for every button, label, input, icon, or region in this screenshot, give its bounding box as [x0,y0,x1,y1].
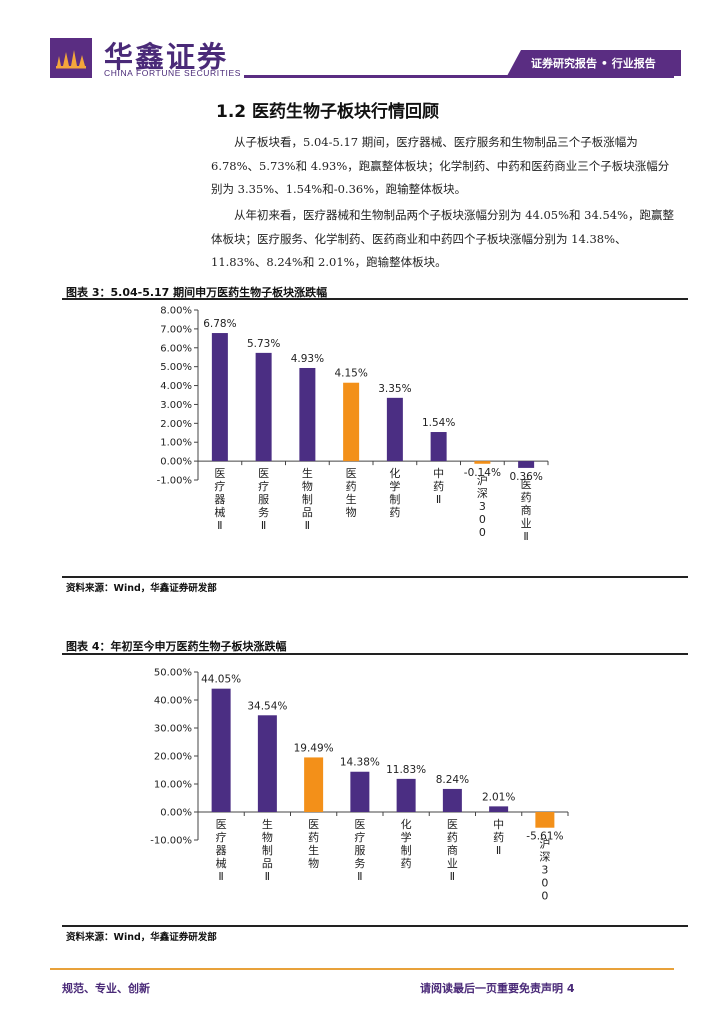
category-label: 中药 Ⅱ [493,818,504,857]
category-label: 化学制药 [389,466,400,519]
y-tick-label: 3.00% [160,400,192,411]
bar [211,688,231,812]
data-label: 0.36% [509,471,542,483]
figure-4-top-rule [62,653,688,655]
section-title: 1.2 医药生物子板块行情回顾 [216,102,440,122]
data-label: 4.93% [291,353,324,365]
y-tick-label: -10.00% [150,836,192,847]
bar [211,333,228,462]
paragraph-1: 从子板块看，5.04-5.17 期间，医疗器械、医疗服务和生物制品三个子板涨幅为… [211,135,670,196]
category-label: 医疗器械 Ⅱ [214,467,225,532]
y-tick-label: 30.00% [154,724,192,735]
y-tick-label: 2.00% [160,419,192,430]
data-label: 34.54% [247,700,287,712]
figure-3-title: 图表 3：5.04-5.17 期间申万医药生物子板块涨跌幅 [66,286,328,299]
y-tick-label: 50.00% [154,668,192,679]
y-tick-label: 7.00% [160,324,192,335]
y-tick-label: 0.00% [160,457,192,468]
category-label: 医疗器械 Ⅱ [216,818,227,883]
category-label: 医药生物 [308,818,319,870]
report-type-tag: 证券研究报告 • 行业报告 [507,50,681,76]
brand-name-en: CHINA FORTUNE SECURITIES [104,68,242,78]
bar [299,367,316,462]
report-type-label: 证券研究报告 • 行业报告 [531,57,656,70]
data-label: 11.83% [386,764,426,776]
category-label: 化学制药 [401,817,412,870]
footer-slogan: 规范、专业、创新 [62,982,150,995]
paragraph-2: 从年初来看，医疗器械和生物制品两个子板块涨幅分别为 44.05%和 34.54%… [211,208,675,269]
data-label: 4.15% [334,368,367,380]
category-label: 医疗服务 Ⅱ [258,467,269,532]
figure-4-bar-chart: 50.00% 40.00% 30.00% 20.00% 10.00% 0.00% -10.0… [150,668,569,903]
data-label: 14.38% [340,757,380,769]
y-tick-label: 10.00% [154,780,192,791]
y-tick-label: 8.00% [160,306,192,317]
data-label: 3.35% [378,383,411,395]
header-divider [244,75,674,78]
figure-3-source: 资料来源：Wind，华鑫证券研发部 [66,583,217,594]
figure-4-bottom-rule [62,925,688,927]
bar [386,397,403,462]
category-label: 医药生物 [346,467,357,519]
y-tick-label: 40.00% [154,696,192,707]
figure-3-bottom-rule [62,576,688,578]
huaxin-logo-icon [50,38,92,78]
bar [396,778,416,812]
bar [430,432,447,462]
figure-3-top-rule [62,298,688,300]
category-label: 沪深 3 0 0 [539,837,550,903]
data-label: -0.14% [464,467,501,479]
figure-4-title: 图表 4：年初至今申万医药生物子板块涨跌幅 [66,640,287,653]
bar [350,771,370,812]
category-label: 医疗服务 Ⅱ [354,818,365,883]
figure-3-bar-chart: 8.00% 7.00% 6.00% 5.00% 4.00% 3.00% 2.00% 1.00%… [157,306,549,543]
bar [518,461,535,468]
y-tick-label: 6.00% [160,343,192,354]
bar [535,812,555,828]
bar [255,352,272,462]
bar [257,715,277,812]
footer-disclaimer-note: 请阅读最后一页重要免责声明 4 [420,982,575,995]
y-tick-label: -1.00% [157,476,192,487]
category-label: 生物制品 Ⅱ [262,817,273,883]
bar [489,806,509,812]
footer-divider [50,968,674,970]
bar [474,461,491,464]
category-label: 沪深 3 0 0 [477,473,488,539]
data-label: 1.54% [422,417,455,429]
brand-name-cn: 华鑫证券 [104,40,229,74]
category-label: 医药商业 Ⅱ [447,818,458,883]
data-label: 44.05% [201,674,241,686]
y-tick-label: 5.00% [160,362,192,373]
data-label: 5.73% [247,338,280,350]
figure-4-source: 资料来源：Wind，华鑫证券研发部 [66,932,217,943]
y-tick-label: 20.00% [154,752,192,763]
data-label: 19.49% [294,742,334,754]
category-label: 生物制品 Ⅱ [302,466,313,532]
bar [442,788,462,812]
category-label: 中药 Ⅱ [433,467,444,506]
y-tick-label: 0.00% [160,808,192,819]
data-label: 2.01% [482,791,515,803]
data-label: 6.78% [203,318,236,330]
data-label: -5.61% [526,831,563,843]
y-tick-label: 4.00% [160,381,192,392]
y-tick-label: 1.00% [160,438,192,449]
category-label: 医药商业 Ⅱ [521,478,532,543]
bar [343,382,360,462]
bar [304,757,324,812]
data-label: 8.24% [436,774,469,786]
